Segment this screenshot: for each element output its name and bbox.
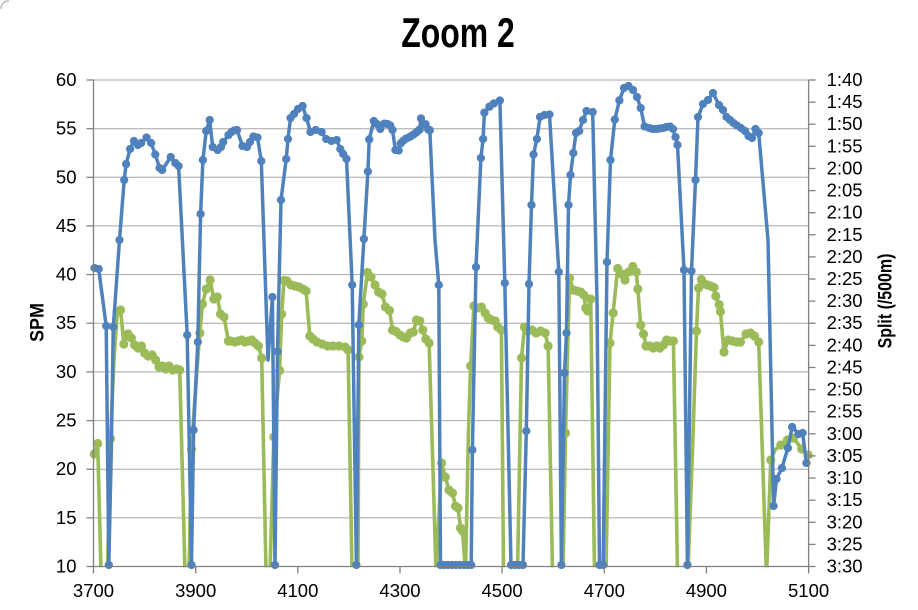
svg-text:30: 30 [56,361,77,382]
svg-text:40: 40 [56,264,77,285]
svg-text:4300: 4300 [379,580,420,601]
svg-text:45: 45 [56,215,77,236]
svg-text:2:10: 2:10 [827,202,863,223]
svg-text:1:55: 1:55 [827,135,863,156]
svg-text:50: 50 [56,166,77,187]
svg-text:1:45: 1:45 [827,91,863,112]
svg-text:Zoom 2: Zoom 2 [401,9,514,56]
svg-text:3700: 3700 [73,580,114,601]
svg-text:4700: 4700 [584,580,625,601]
svg-text:2:00: 2:00 [827,158,863,179]
svg-text:1:40: 1:40 [827,69,863,90]
svg-text:2:30: 2:30 [827,290,863,311]
svg-text:2:55: 2:55 [827,401,863,422]
svg-text:4100: 4100 [277,580,318,601]
svg-text:5100: 5100 [788,580,829,601]
svg-text:Split (/500m): Split (/500m) [874,254,896,349]
svg-text:3:20: 3:20 [827,511,863,532]
svg-text:2:05: 2:05 [827,180,863,201]
svg-text:3:30: 3:30 [827,556,863,577]
svg-text:3:10: 3:10 [827,467,863,488]
svg-text:2:35: 2:35 [827,312,863,333]
svg-text:20: 20 [56,458,77,479]
svg-text:2:45: 2:45 [827,357,863,378]
svg-text:3:05: 3:05 [827,445,863,466]
svg-text:60: 60 [56,69,77,90]
svg-text:15: 15 [56,507,77,528]
svg-text:35: 35 [56,312,77,333]
svg-text:2:40: 2:40 [827,334,863,355]
svg-text:3:25: 3:25 [827,533,863,554]
svg-text:1:50: 1:50 [827,113,863,134]
svg-text:2:20: 2:20 [827,246,863,267]
svg-text:2:25: 2:25 [827,268,863,289]
svg-text:4900: 4900 [686,580,727,601]
svg-text:SPM: SPM [26,303,48,342]
svg-text:55: 55 [56,118,77,139]
svg-text:3:00: 3:00 [827,423,863,444]
svg-text:4500: 4500 [482,580,523,601]
svg-text:25: 25 [56,410,77,431]
svg-text:3:15: 3:15 [827,489,863,510]
svg-text:3900: 3900 [175,580,216,601]
svg-text:2:15: 2:15 [827,224,863,245]
svg-text:10: 10 [56,556,77,577]
svg-text:2:50: 2:50 [827,379,863,400]
